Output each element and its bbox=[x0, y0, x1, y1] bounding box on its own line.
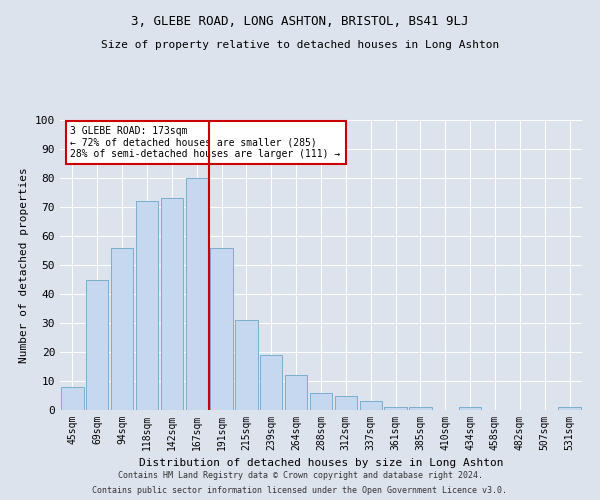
Bar bbox=[559, 407, 581, 410]
Bar bbox=[310, 392, 332, 410]
Bar bbox=[335, 396, 357, 410]
Bar bbox=[86, 280, 109, 410]
Text: 3, GLEBE ROAD, LONG ASHTON, BRISTOL, BS41 9LJ: 3, GLEBE ROAD, LONG ASHTON, BRISTOL, BS4… bbox=[131, 15, 469, 28]
Bar bbox=[260, 355, 283, 410]
X-axis label: Distribution of detached houses by size in Long Ashton: Distribution of detached houses by size … bbox=[139, 458, 503, 468]
Text: Size of property relative to detached houses in Long Ashton: Size of property relative to detached ho… bbox=[101, 40, 499, 50]
Y-axis label: Number of detached properties: Number of detached properties bbox=[19, 167, 29, 363]
Bar bbox=[161, 198, 183, 410]
Bar bbox=[235, 320, 257, 410]
Bar bbox=[359, 402, 382, 410]
Bar bbox=[136, 201, 158, 410]
Bar bbox=[409, 407, 431, 410]
Bar bbox=[185, 178, 208, 410]
Bar bbox=[61, 387, 83, 410]
Bar bbox=[285, 375, 307, 410]
Bar bbox=[459, 407, 481, 410]
Bar bbox=[111, 248, 133, 410]
Text: Contains HM Land Registry data © Crown copyright and database right 2024.: Contains HM Land Registry data © Crown c… bbox=[118, 471, 482, 480]
Text: Contains public sector information licensed under the Open Government Licence v3: Contains public sector information licen… bbox=[92, 486, 508, 495]
Text: 3 GLEBE ROAD: 173sqm
← 72% of detached houses are smaller (285)
28% of semi-deta: 3 GLEBE ROAD: 173sqm ← 72% of detached h… bbox=[70, 126, 341, 159]
Bar bbox=[211, 248, 233, 410]
Bar bbox=[385, 407, 407, 410]
